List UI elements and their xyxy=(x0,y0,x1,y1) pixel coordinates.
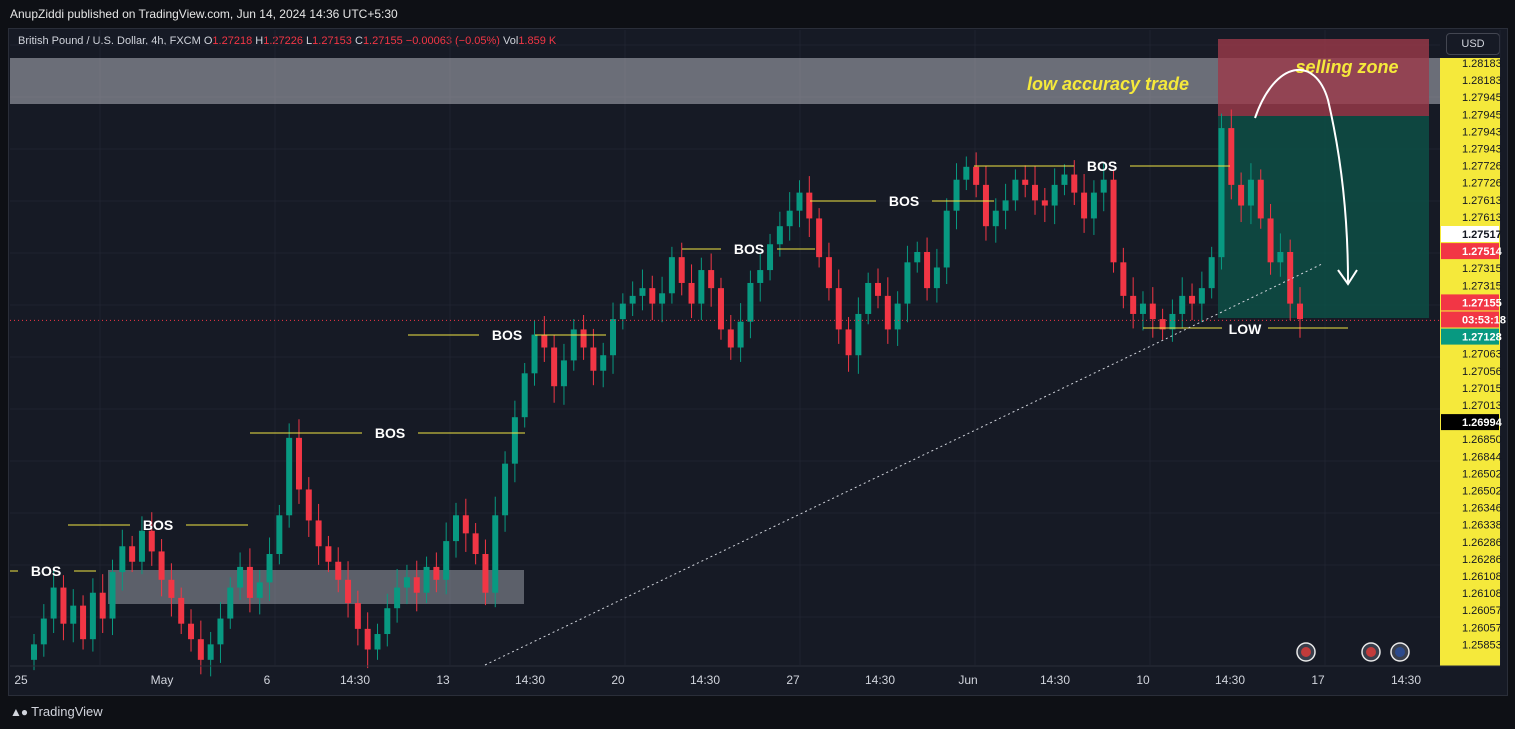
low-label: L xyxy=(306,35,313,47)
high-label: H xyxy=(255,35,264,47)
open-label: O xyxy=(203,35,213,47)
publish-info: AnupZiddi published on TradingView.com, … xyxy=(10,7,398,21)
high-value: 1.27226 xyxy=(263,35,303,47)
symbol-name[interactable]: British Pound / U.S. Dollar, 4h, FXCM xyxy=(18,35,201,47)
footer: ▲● TradingView xyxy=(10,704,103,719)
open-value: 1.27218 xyxy=(212,35,253,47)
volume-value: 1.859 K xyxy=(518,35,557,47)
low-value: 1.27153 xyxy=(312,35,352,47)
change-value: −0.00063 (−0.05%) xyxy=(405,35,500,47)
symbol-legend: British Pound / U.S. Dollar, 4h, FXCM O1… xyxy=(18,35,556,47)
close-value: 1.27155 xyxy=(362,35,403,47)
volume-label: Vol xyxy=(503,35,519,47)
top-bar: AnupZiddi published on TradingView.com, … xyxy=(0,0,1515,28)
tradingview-logo-icon: ▲● xyxy=(10,704,28,719)
close-label: C xyxy=(354,35,363,47)
chart-frame[interactable] xyxy=(8,28,1508,696)
footer-brand: TradingView xyxy=(31,704,103,719)
currency-button[interactable]: USD xyxy=(1446,33,1500,55)
